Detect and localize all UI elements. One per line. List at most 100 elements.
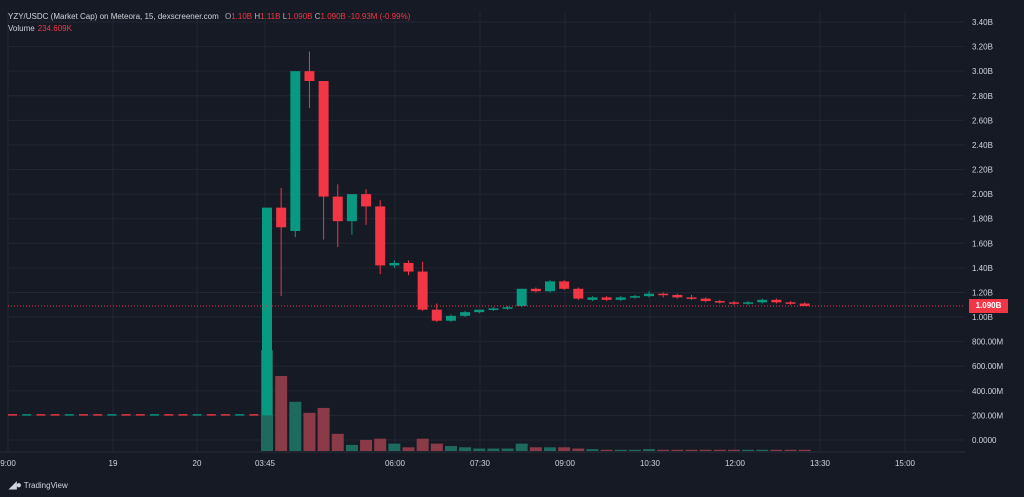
candle-body [728, 302, 739, 304]
volume-bar [388, 443, 401, 451]
time-tick-label: 12:00 [725, 459, 746, 468]
tradingview-watermark[interactable]: ◢● TradingView [9, 480, 68, 491]
prelaunch-candle [79, 414, 88, 416]
volume-bar [756, 449, 769, 451]
price-tick-label: 1.80B [972, 215, 993, 224]
volume-bar [544, 447, 556, 451]
volume-bar [742, 449, 755, 451]
volume-label: Volume [8, 24, 35, 33]
volume-bar [303, 412, 316, 451]
candle-body [502, 307, 513, 309]
price-tick-label: 2.20B [972, 166, 993, 175]
time-tick-label: 09:00 [555, 459, 576, 468]
volume-bar [402, 447, 415, 451]
price-tick-label: 2.00B [972, 190, 993, 199]
candle-body [658, 293, 669, 296]
price-tick-label: 1.40B [972, 264, 993, 273]
price-tick-label: 2.60B [972, 116, 993, 125]
prelaunch-candle [50, 414, 60, 416]
candle-body [601, 297, 612, 300]
price-tick-label: 600.00M [972, 362, 1003, 371]
candle-body [290, 71, 301, 231]
high-label: H [254, 12, 261, 21]
time-tick-label: 07:30 [470, 459, 491, 468]
candle-body [403, 262, 414, 272]
candle-body [771, 299, 782, 303]
prelaunch-candle [107, 414, 117, 416]
time-tick-label: 20 [193, 459, 202, 468]
low-label: L [282, 12, 288, 21]
price-tick-label: 3.40B [972, 18, 993, 27]
prelaunch-candle [249, 414, 259, 416]
volume-bar [416, 438, 429, 451]
volume-bar [345, 444, 358, 451]
prelaunch-candle [36, 414, 46, 416]
volume-bar [430, 443, 443, 451]
volume-bar [713, 449, 726, 451]
volume-bar [459, 447, 472, 451]
volume-bar [289, 401, 302, 451]
candle-body [431, 309, 442, 321]
price-tick-label: 2.80B [972, 92, 993, 101]
prelaunch-candle [150, 414, 159, 416]
candle-body [785, 302, 796, 304]
time-tick-label: 15:00 [895, 459, 916, 468]
volume-bar [374, 438, 387, 451]
price-tick-label: 3.00B [972, 67, 993, 76]
prelaunch-candle [164, 414, 174, 416]
watermark-label: TradingView [23, 481, 68, 490]
candle-body [559, 281, 570, 289]
volume-bar [685, 449, 698, 451]
candle-body [346, 194, 357, 222]
prelaunch-candle [206, 414, 216, 416]
volume-bar [444, 446, 457, 451]
low-value: 1.090B [287, 12, 313, 21]
time-tick-label: 06:00 [385, 459, 406, 468]
candle-body [700, 298, 711, 302]
time-tick-label: 19 [109, 459, 118, 468]
price-tick-label: 800.00M [972, 338, 1003, 347]
prelaunch-candle [135, 414, 145, 416]
volume-bar [798, 449, 811, 451]
last-price-tag: 1.090B [969, 299, 1008, 313]
volume-bar [529, 447, 542, 451]
volume-bar [600, 449, 613, 451]
volume-bar [487, 448, 500, 451]
candle-body [573, 288, 584, 299]
time-tick-label: 13:30 [810, 459, 831, 468]
candle-body [417, 271, 428, 310]
close-label: C [314, 12, 321, 21]
candle-body [743, 302, 754, 304]
close-value: 1.090B [320, 12, 346, 21]
open-label: O [224, 12, 232, 21]
candle-body [276, 207, 287, 228]
candle-body [530, 288, 541, 292]
volume-bar [360, 439, 373, 451]
candle-body [757, 299, 768, 303]
price-tick-label: 1.60B [972, 239, 993, 248]
legend-price-row: YZY/USDC (Market Cap) on Meteora, 15, de… [8, 11, 410, 23]
candle-body [714, 301, 725, 303]
volume-bar [727, 449, 740, 451]
open-value: 1.10B [231, 12, 253, 21]
volume-bar [586, 449, 599, 451]
price-tick-label: 2.40B [972, 141, 993, 150]
chart-legend: YZY/USDC (Market Cap) on Meteora, 15, de… [8, 11, 410, 35]
volume-bar [770, 449, 783, 451]
prelaunch-candle [221, 414, 230, 416]
prelaunch-candle [22, 414, 32, 416]
time-tick-label: 9:00 [0, 459, 16, 468]
candle-body [615, 297, 626, 300]
candle-body [516, 288, 527, 306]
candle-body [474, 309, 485, 313]
candle-body [672, 294, 683, 298]
high-value: 1.11B [260, 12, 281, 21]
volume-bar [657, 449, 670, 451]
prelaunch-candle [192, 414, 202, 416]
price-tick-label: 1.00B [972, 313, 993, 322]
volume-bar [671, 449, 684, 451]
price-tick-label: 400.00M [972, 387, 1003, 396]
price-tick-label: 3.20B [972, 43, 993, 52]
